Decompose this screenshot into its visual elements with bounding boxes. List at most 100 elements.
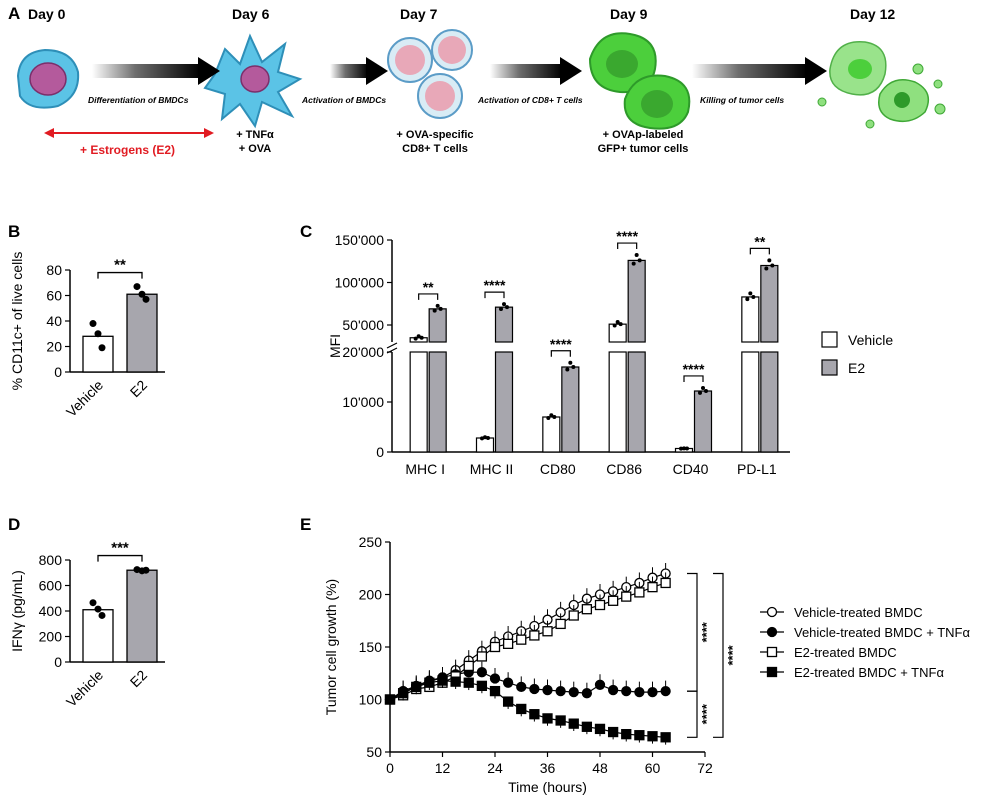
- data-point: [637, 258, 642, 263]
- x-tick-label: 60: [645, 760, 661, 776]
- bar-vehicle: [475, 437, 495, 453]
- bar-vehicle-upper: [608, 323, 627, 343]
- y-tick-label: 600: [39, 578, 63, 594]
- significance-label: ****: [484, 277, 506, 293]
- y-tick-label: 40: [46, 313, 62, 329]
- data-point: [568, 718, 579, 729]
- data-point: [634, 686, 645, 698]
- significance-label: **: [114, 257, 126, 274]
- bar-e2: [693, 390, 713, 453]
- bar-e2-lower: [627, 351, 646, 453]
- day-12-label: Day 12: [850, 6, 896, 22]
- panel-label-c: C: [300, 222, 313, 241]
- y-tick-label: 20: [46, 339, 62, 355]
- day-0-label: Day 0: [28, 6, 66, 22]
- data-point: [432, 308, 437, 313]
- y-tick-label: 400: [39, 603, 63, 619]
- panel-label-a: A: [8, 4, 21, 23]
- data-point: [476, 680, 488, 692]
- bmdc-precursor-icon: [16, 48, 80, 109]
- bar-e2-lower: [760, 351, 779, 453]
- data-point: [594, 679, 606, 690]
- data-point: [438, 306, 443, 311]
- x-tick-label: 48: [592, 760, 608, 776]
- arrow-day9-day12: [692, 57, 827, 85]
- significance-bracket: [687, 690, 698, 738]
- x-tick-label: CD80: [540, 461, 576, 477]
- tumor-cells-icon: [588, 32, 691, 130]
- ovap-labeled-label: + OVAp-labeled: [602, 129, 684, 141]
- data-point: [413, 336, 418, 341]
- dendritic-cell-icon: [203, 33, 303, 129]
- data-point: [682, 446, 686, 451]
- x-tick-label: 36: [540, 760, 556, 776]
- y-tick-label: 0: [54, 364, 62, 380]
- chart-e: 50 100 150 200 250 0 12 24 36 48 60 72 Time (hours) T…: [323, 534, 970, 795]
- step-killing: Killing of tumor cells: [700, 95, 785, 105]
- data-point: [568, 610, 579, 621]
- data-point: [581, 721, 593, 732]
- bar-e2-lower: [428, 351, 447, 453]
- x-tick-label: E2: [127, 377, 151, 401]
- data-point: [634, 730, 645, 741]
- data-point: [411, 681, 422, 693]
- data-point: [397, 688, 409, 699]
- bar-e2-upper: [428, 308, 447, 343]
- legend-label: E2: [848, 360, 865, 376]
- data-point: [621, 728, 632, 740]
- significance-bracket: [687, 572, 698, 692]
- data-point: [607, 726, 619, 738]
- x-tick-label: 24: [487, 760, 503, 776]
- panel-label-e: E: [300, 515, 312, 534]
- panel-label-d: D: [8, 515, 21, 534]
- bar-vehicle-upper: [741, 296, 760, 343]
- data-point: [660, 577, 671, 589]
- data-point: [764, 266, 769, 271]
- data-point: [647, 731, 658, 742]
- significance-label: ****: [616, 230, 638, 244]
- y-tick-label: 200: [359, 587, 383, 603]
- legend-label: Vehicle: [848, 332, 893, 348]
- y-axis-label: % CD11c+ of live cells: [9, 252, 25, 391]
- significance-label: ****: [725, 644, 740, 665]
- x-tick-label: MHC I: [405, 461, 445, 477]
- y-tick-label: 50: [366, 744, 382, 760]
- data-point: [549, 413, 554, 418]
- data-point: [516, 634, 527, 645]
- data-point: [424, 677, 435, 688]
- data-point: [463, 660, 474, 672]
- bar-e2-lower: [494, 351, 514, 453]
- data-point: [555, 715, 566, 726]
- data-point: [701, 385, 705, 390]
- data-point: [542, 684, 553, 696]
- data-point: [463, 677, 474, 688]
- y-tick-label: 10'000: [342, 394, 384, 410]
- data-point: [618, 322, 623, 327]
- data-point: [745, 297, 750, 302]
- data-point: [679, 446, 683, 451]
- data-point: [607, 595, 619, 606]
- data-point: [89, 320, 97, 328]
- arrow-day6-day7: [330, 57, 388, 85]
- y-tick-label: 100'000: [335, 275, 385, 291]
- legend-marker: [766, 646, 778, 658]
- x-axis-label: Time (hours): [508, 779, 587, 795]
- significance-bracket: [484, 291, 505, 299]
- bar-e2-upper: [627, 259, 646, 343]
- x-tick-label: MHC II: [470, 461, 514, 477]
- significance-bracket: [683, 375, 704, 382]
- y-tick-label: 100: [359, 692, 383, 708]
- data-point: [502, 638, 514, 649]
- data-point: [416, 334, 421, 339]
- legend-label: E2-treated BMDC: [794, 645, 897, 660]
- x-tick-label: PD-L1: [737, 461, 777, 477]
- data-point: [581, 688, 593, 699]
- y-tick-label: 0: [376, 444, 384, 460]
- bar-vehicle-lower: [409, 351, 428, 453]
- significance-bracket: [749, 247, 770, 255]
- significance-label: ***: [111, 540, 129, 557]
- day-6-label: Day 6: [232, 6, 270, 22]
- data-point: [450, 676, 461, 687]
- y-tick-label: 60: [46, 288, 62, 304]
- data-point: [704, 389, 708, 393]
